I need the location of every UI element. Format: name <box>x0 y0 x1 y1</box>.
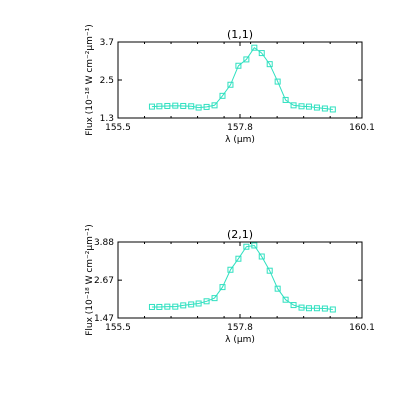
y-tick-label: 2.5 <box>100 76 114 86</box>
data-point-marker <box>305 305 312 312</box>
data-point-marker <box>235 62 242 69</box>
series-line <box>151 46 333 110</box>
x-tick-label: 157.8 <box>227 323 253 333</box>
y-axis-label: Flux (10⁻¹⁸ W cm⁻²μm⁻¹) <box>85 24 95 136</box>
x-tick-label: 155.5 <box>105 123 131 133</box>
data-point-marker <box>195 104 202 111</box>
data-point-marker <box>321 105 328 112</box>
x-tick-label: 155.5 <box>105 323 131 333</box>
chart-title: (1,1) <box>227 28 253 41</box>
series-line <box>151 244 333 310</box>
data-point-marker <box>329 106 336 113</box>
data-point-marker <box>305 103 312 110</box>
data-point-marker <box>219 92 226 99</box>
data-point-marker <box>258 50 265 57</box>
data-point-marker <box>266 267 273 274</box>
data-point-marker <box>290 102 297 109</box>
data-point-marker <box>188 103 195 110</box>
data-point-marker <box>211 295 218 302</box>
data-point-marker <box>148 103 155 110</box>
data-point-marker <box>211 102 218 109</box>
data-point-marker <box>148 303 155 310</box>
data-point-marker <box>164 102 171 109</box>
data-point-marker <box>172 102 179 109</box>
data-point-marker <box>282 296 289 303</box>
chart-panel-1: (1,1) 155.5 157.8 160.1 1.3 2.5 3.7 λ (μm) Flux … <box>85 24 375 145</box>
data-point-marker <box>298 304 305 311</box>
data-point-marker <box>235 255 242 262</box>
chart-panel-2: (2,1) 155.5 157.8 160.1 1.47 2.67 3.88 λ (μm) Fl… <box>85 224 375 345</box>
data-point-marker <box>203 298 210 305</box>
data-point-marker <box>243 56 250 63</box>
data-point-marker <box>227 81 234 88</box>
data-point-marker <box>180 102 187 109</box>
data-point-marker <box>321 305 328 312</box>
data-point-marker <box>164 303 171 310</box>
x-axis-label: λ (μm) <box>225 135 255 145</box>
x-axis-label: λ (μm) <box>225 335 255 345</box>
data-point-marker <box>251 242 258 249</box>
data-point-marker <box>329 306 336 313</box>
data-point-marker <box>180 302 187 309</box>
data-point-marker <box>282 96 289 103</box>
data-point-marker <box>258 253 265 260</box>
y-axis-label: Flux (10⁻¹⁸ W cm⁻²μm⁻¹) <box>85 224 95 336</box>
data-point-marker <box>219 284 226 291</box>
data-point-marker <box>172 303 179 310</box>
data-point-marker <box>195 300 202 307</box>
data-point-marker <box>156 103 163 110</box>
y-tick-label: 3.7 <box>100 38 114 48</box>
data-point-marker <box>188 301 195 308</box>
x-tick-label: 160.1 <box>349 123 375 133</box>
chart-title: (2,1) <box>227 228 253 241</box>
data-point-marker <box>313 104 320 111</box>
y-tick-label: 1.47 <box>94 314 114 324</box>
data-point-marker <box>274 285 281 292</box>
data-point-marker <box>156 303 163 310</box>
data-point-marker <box>266 61 273 68</box>
data-point-marker <box>203 103 210 110</box>
y-tick-label: 1.3 <box>100 114 114 124</box>
data-point-marker <box>243 243 250 250</box>
data-point-marker <box>227 266 234 273</box>
y-tick-label: 3.88 <box>94 238 114 248</box>
x-tick-label: 157.8 <box>227 123 253 133</box>
data-point-marker <box>274 78 281 85</box>
data-point-marker <box>290 302 297 309</box>
data-point-marker <box>313 305 320 312</box>
data-point-marker <box>298 103 305 110</box>
data-point-marker <box>251 44 258 51</box>
y-tick-label: 2.67 <box>94 276 114 286</box>
x-tick-label: 160.1 <box>349 323 375 333</box>
